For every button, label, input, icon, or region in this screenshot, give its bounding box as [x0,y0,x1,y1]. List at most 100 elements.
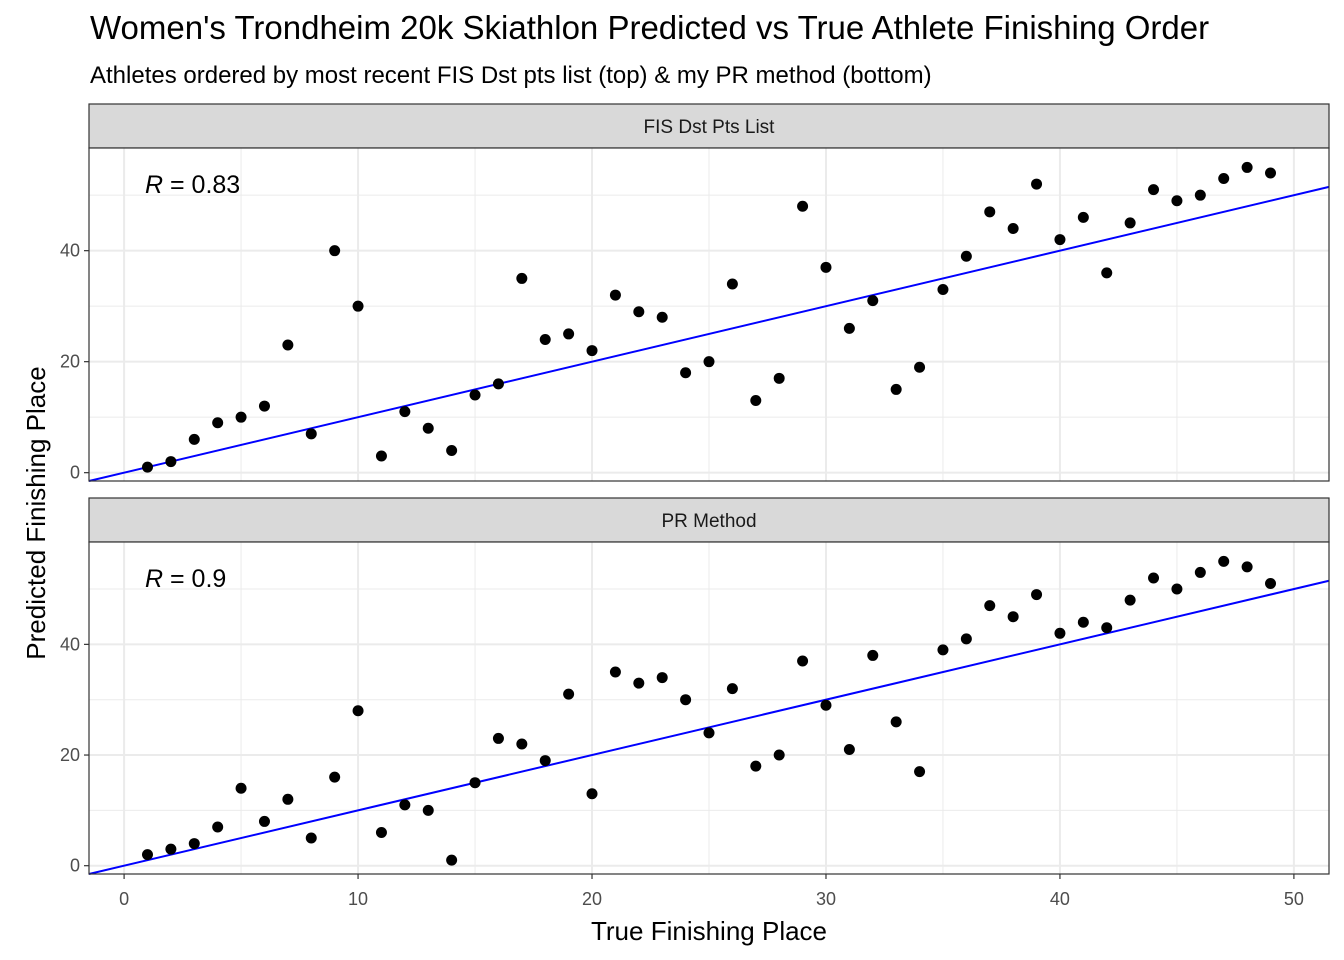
y-tick-label: 40 [60,241,80,261]
data-point [141,849,153,861]
data-point [914,766,926,778]
data-point [446,444,458,456]
facet-strip [88,497,1330,543]
data-point [1101,622,1113,634]
data-point [446,854,458,866]
data-point [1171,195,1183,207]
data-point [235,782,247,794]
data-point [1148,572,1160,584]
x-tick-label: 0 [119,889,129,909]
data-point [1031,589,1043,601]
data-point [820,261,832,273]
data-point [1171,583,1183,595]
data-point [703,727,715,739]
panel-border [88,147,1330,482]
data-point [960,250,972,262]
data-point [165,456,177,468]
data-point [1031,178,1043,190]
data-point [1265,578,1277,589]
data-point [773,749,785,761]
data-point [633,677,645,689]
data-point [563,328,575,340]
data-point [1007,611,1019,623]
data-point [1194,189,1206,201]
data-point [375,450,387,462]
data-point [492,732,504,744]
data-point [1077,616,1089,628]
data-point [399,406,411,418]
data-point [282,793,294,805]
facet-panel: FIS Dst Pts List R = 0.83 0 20 40 [60,103,1330,483]
chart-title: Women's Trondheim 20k Skiathlon Predicte… [90,9,1209,46]
data-point [539,333,551,345]
data-point [329,245,341,257]
data-point [1241,561,1253,573]
data-point [680,694,692,706]
x-tick-label: 50 [1284,889,1304,909]
y-tick-label: 20 [60,352,80,372]
data-point [1007,222,1019,234]
data-point [141,461,153,473]
correlation-label: R = 0.83 [145,171,240,199]
y-tick-label: 0 [70,463,80,483]
correlation-symbol: R [145,565,163,593]
data-point [937,644,949,656]
data-point [469,389,481,401]
data-point [258,815,270,827]
data-point [352,705,364,717]
data-point [235,411,247,423]
data-point [960,633,972,645]
data-point [586,788,598,800]
correlation-value: = 0.9 [163,565,226,593]
data-point [329,771,341,783]
data-point [305,428,317,440]
data-point [984,600,996,612]
data-point [984,206,996,218]
data-point [890,383,902,395]
data-point [1241,161,1253,173]
data-point [258,400,270,412]
data-point [305,832,317,844]
data-point [165,843,177,855]
data-point [1265,167,1277,179]
data-point [867,649,879,661]
facet-panel: PR Method R = 0.9 0 20 40 [60,497,1330,876]
data-point [212,417,224,429]
data-point [1077,211,1089,223]
data-point [1194,566,1206,578]
data-point [375,827,387,838]
correlation-value: = 0.83 [163,171,240,199]
data-point [1054,234,1066,246]
data-point [1124,594,1136,606]
data-point [680,367,692,379]
facet-panels: FIS Dst Pts List R = 0.83 0 20 40 PR Method R … [60,103,1330,876]
data-point [843,322,855,334]
data-point [469,777,481,789]
data-point [1218,555,1230,567]
reference-line [88,185,1330,482]
y-axis-title: Predicted Finishing Place [21,366,51,659]
data-point [773,372,785,384]
data-point [188,838,200,850]
x-axis-title: True Finishing Place [591,916,827,946]
data-point [1101,267,1113,279]
x-tick-label: 30 [816,889,836,909]
facet-strip-label: FIS Dst Pts List [644,117,776,138]
data-point [750,395,762,407]
data-point [1148,184,1160,196]
facet-strip-label: PR Method [661,511,756,532]
panel-border [88,541,1330,875]
data-point [422,804,434,816]
data-point [563,688,575,700]
data-point [797,200,809,212]
data-point [188,433,200,445]
data-point [914,361,926,373]
y-tick-label: 20 [60,745,80,765]
correlation-symbol: R [145,171,163,199]
data-point [797,655,809,667]
y-tick-label: 0 [70,856,80,876]
data-point [492,378,504,390]
data-point [539,755,551,767]
data-point [750,760,762,772]
